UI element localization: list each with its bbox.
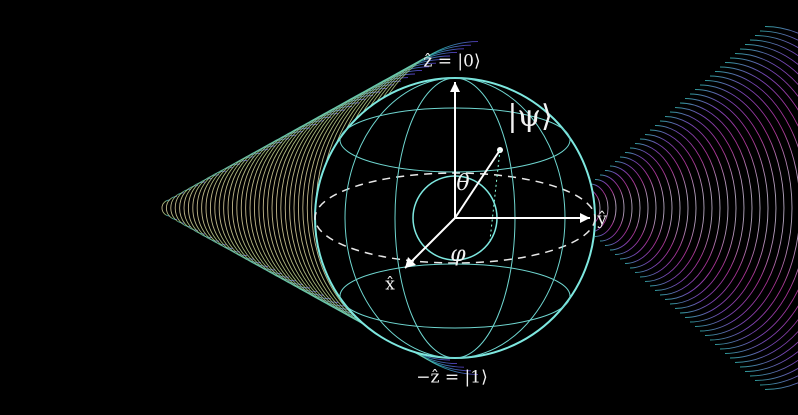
wave-arc [614,161,649,255]
wave-arc [188,177,213,239]
wave-arc [262,116,332,300]
x-axis [404,217,456,269]
wave-arc [619,156,657,260]
wave-arc [179,185,199,231]
wave-arc [589,183,609,233]
wave-arc [724,62,798,354]
wave-arc [664,116,729,300]
wave-arc [679,102,753,314]
wave-arc [744,44,798,372]
wave-arc [639,138,689,278]
wave-arc [183,181,206,235]
label-y: ŷ [596,210,607,230]
wave-arc [719,66,798,350]
wave-arc [232,141,283,275]
wave-arc [689,93,769,323]
wave-arc [649,129,705,287]
label-phi: φ [450,242,466,267]
wave-arc [739,48,798,368]
wave-arc [192,174,220,242]
wave-arc [166,195,178,221]
wave-arc [210,159,248,257]
latitude [339,263,571,329]
wave-arc [174,188,192,228]
wave-arc [161,199,171,217]
wave-arc [674,107,745,309]
wave-arc [624,152,665,264]
wave-arc [271,109,346,307]
state-vector [454,149,501,219]
bloch-sphere [314,77,596,359]
wave-arc [196,170,227,246]
wave-arc [293,91,381,325]
wave-arc [306,80,402,336]
wave-arc [223,149,269,267]
wave-arc [644,134,697,282]
wave-arc [599,174,625,242]
wave-arc [245,131,304,285]
wave-arc [684,98,761,318]
wave-arc [654,125,713,291]
wave-arc [201,167,234,249]
wave-arc [714,71,798,345]
wave-arc [227,145,276,271]
right-wave-cone [569,26,798,390]
wave-arc [699,84,785,332]
wave-arc [258,120,325,296]
wave-arc [236,138,290,278]
wave-arc [249,127,311,289]
wave-arc [218,152,262,264]
wave-arc [694,89,777,327]
projection [489,149,501,241]
label-z-bottom: −ẑ = |1⟩ [416,368,487,388]
wave-arc [170,192,185,224]
wave-arc [609,165,641,251]
label-theta: θ [456,171,469,196]
wave-arc [280,102,360,314]
wave-arc [289,95,374,321]
wave-arc [240,134,297,282]
wave-arc [604,170,633,246]
label-z-top: ẑ = |0⟩ [423,52,480,72]
wave-arc [669,111,737,305]
wave-arc [709,75,798,341]
wave-arc [297,87,388,329]
wave-arc [594,179,617,237]
wave-arc [205,163,241,253]
wave-arc [302,84,395,332]
label-x: x̂ [385,275,395,295]
wave-arc [729,57,798,359]
wave-arc [704,80,793,336]
wave-arc [254,123,318,293]
wave-arc [284,98,367,318]
wave-arc [634,143,681,273]
wave-arc [214,156,255,260]
wave-arc [275,105,353,311]
wave-arc [659,120,721,296]
wave-arc [734,53,798,363]
wave-arc [267,113,339,303]
wave-arc [629,147,673,269]
label-psi: |ψ⟩ [507,99,552,134]
